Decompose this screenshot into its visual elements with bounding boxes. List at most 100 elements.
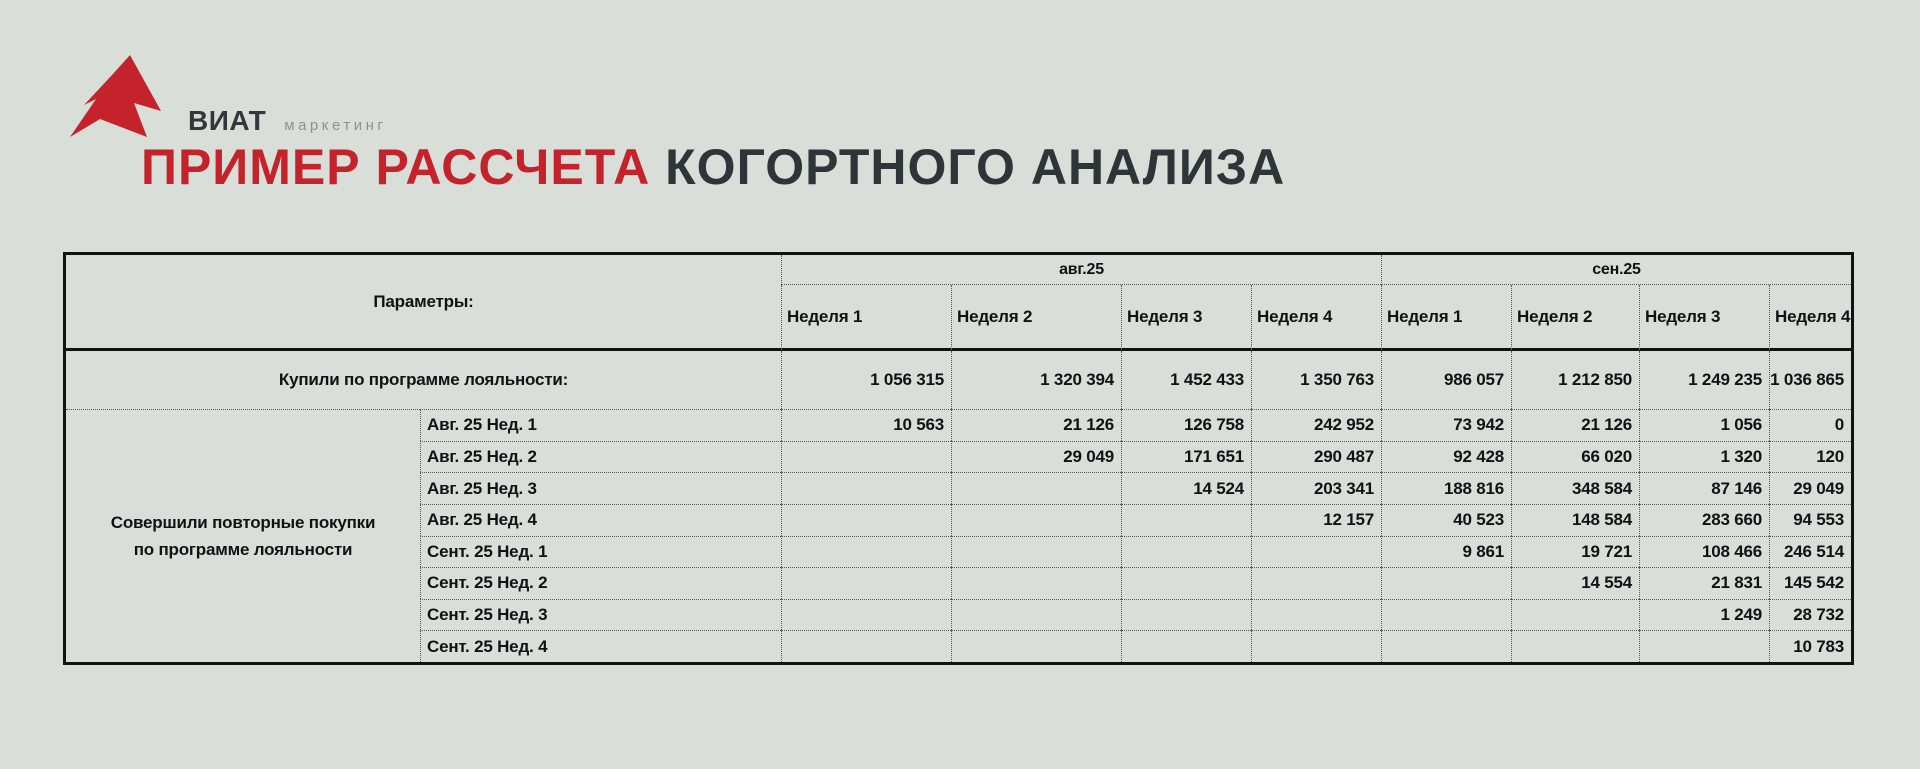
cohort-value <box>951 535 1121 568</box>
cohort-value <box>951 472 1121 504</box>
week-header: Неделя 2 <box>1511 285 1639 351</box>
cohort-value <box>1381 598 1511 631</box>
cohort-value: 10 783 <box>1769 630 1851 662</box>
cohort-value: 10 563 <box>781 409 951 441</box>
cohort-value: 28 732 <box>1769 598 1851 631</box>
cohort-value: 0 <box>1769 409 1851 441</box>
cohort-value: 73 942 <box>1381 409 1511 441</box>
cohort-value: 9 861 <box>1381 535 1511 568</box>
cohort-value: 1 056 <box>1639 409 1769 441</box>
cohort-value: 92 428 <box>1381 440 1511 473</box>
cohort-value: 145 542 <box>1769 567 1851 599</box>
cohort-value: 290 487 <box>1251 440 1381 473</box>
cohort-value: 108 466 <box>1639 535 1769 568</box>
cohort-value <box>1251 630 1381 662</box>
purchases-value: 1 320 394 <box>951 351 1121 409</box>
cohort-value: 188 816 <box>1381 472 1511 504</box>
cohort-value <box>1251 535 1381 568</box>
params-header: Параметры: <box>66 255 781 351</box>
purchases-value: 1 452 433 <box>1121 351 1251 409</box>
page-title-rest: КОГОРТНОГО АНАЛИЗА <box>665 139 1286 195</box>
cohort-value: 12 157 <box>1251 503 1381 536</box>
logo-brand-text: ВИАТ <box>188 105 267 136</box>
cohort-row-label: Авг. 25 Нед. 4 <box>420 503 781 536</box>
cohort-value: 21 831 <box>1639 567 1769 599</box>
repeat-purchases-label: Совершили повторные покупки по программе… <box>66 409 420 662</box>
cohort-value <box>951 630 1121 662</box>
cohort-value <box>781 440 951 473</box>
logo-arrow-icon <box>70 55 161 137</box>
week-header: Неделя 1 <box>1381 285 1511 351</box>
week-header: Неделя 3 <box>1121 285 1251 351</box>
cohort-row-label: Сент. 25 Нед. 3 <box>420 598 781 631</box>
cohort-value: 148 584 <box>1511 503 1639 536</box>
logo: ВИАТ маркетинг <box>68 55 386 137</box>
purchases-value: 1 036 865 <box>1769 351 1851 409</box>
cohort-value: 29 049 <box>1769 472 1851 504</box>
purchases-value: 1 212 850 <box>1511 351 1639 409</box>
cohort-value <box>1511 630 1639 662</box>
cohort-value <box>781 567 951 599</box>
cohort-value: 87 146 <box>1639 472 1769 504</box>
cohort-value <box>1381 630 1511 662</box>
cohort-value <box>951 567 1121 599</box>
cohort-value <box>1121 630 1251 662</box>
cohort-value <box>1121 598 1251 631</box>
cohort-value: 21 126 <box>1511 409 1639 441</box>
cohort-value <box>781 503 951 536</box>
cohort-value: 14 524 <box>1121 472 1251 504</box>
week-header: Неделя 1 <box>781 285 951 351</box>
cohort-row-label: Сент. 25 Нед. 2 <box>420 567 781 599</box>
cohort-value: 19 721 <box>1511 535 1639 568</box>
week-header: Неделя 4 <box>1251 285 1381 351</box>
cohort-value <box>1639 630 1769 662</box>
cohort-value <box>781 535 951 568</box>
cohort-value <box>1121 567 1251 599</box>
purchases-value: 1 249 235 <box>1639 351 1769 409</box>
cohort-value: 348 584 <box>1511 472 1639 504</box>
cohort-value <box>1511 598 1639 631</box>
cohort-value: 66 020 <box>1511 440 1639 473</box>
week-header: Неделя 2 <box>951 285 1121 351</box>
cohort-value: 283 660 <box>1639 503 1769 536</box>
cohort-row-label: Сент. 25 Нед. 4 <box>420 630 781 662</box>
cohort-value <box>781 472 951 504</box>
month-header-sep25: сен.25 <box>1381 255 1851 285</box>
cohort-value: 94 553 <box>1769 503 1851 536</box>
purchases-value: 986 057 <box>1381 351 1511 409</box>
purchases-value: 1 056 315 <box>781 351 951 409</box>
page-title-highlight: ПРИМЕР РАССЧЕТА <box>141 139 651 195</box>
week-header: Неделя 4 <box>1769 285 1851 351</box>
month-header-aug25: авг.25 <box>781 255 1381 285</box>
cohort-row-label: Авг. 25 Нед. 3 <box>420 472 781 504</box>
cohort-value: 1 249 <box>1639 598 1769 631</box>
cohort-value <box>951 598 1121 631</box>
purchases-row-label: Купили по программе лояльности: <box>278 370 569 389</box>
cohort-row-label: Сент. 25 Нед. 1 <box>420 535 781 568</box>
cohort-value <box>951 503 1121 536</box>
cohort-value: 126 758 <box>1121 409 1251 441</box>
purchases-value: 1 350 763 <box>1251 351 1381 409</box>
cohort-value <box>781 598 951 631</box>
cohort-value: 29 049 <box>951 440 1121 473</box>
cohort-row-label: Авг. 25 Нед. 2 <box>420 440 781 473</box>
cohort-value <box>1121 503 1251 536</box>
cohort-row-label: Авг. 25 Нед. 1 <box>420 409 781 441</box>
cohort-value <box>1121 535 1251 568</box>
cohort-table: Параметры: авг.25 сен.25 Купили по прогр… <box>63 252 1854 665</box>
cohort-value: 171 651 <box>1121 440 1251 473</box>
cohort-value <box>1381 567 1511 599</box>
cohort-value: 1 320 <box>1639 440 1769 473</box>
week-header: Неделя 3 <box>1639 285 1769 351</box>
cohort-value: 242 952 <box>1251 409 1381 441</box>
cohort-value: 40 523 <box>1381 503 1511 536</box>
cohort-value: 246 514 <box>1769 535 1851 568</box>
cohort-value: 203 341 <box>1251 472 1381 504</box>
cohort-value <box>781 630 951 662</box>
cohort-value: 120 <box>1769 440 1851 473</box>
cohort-value: 14 554 <box>1511 567 1639 599</box>
cohort-value <box>1251 598 1381 631</box>
cohort-value <box>1251 567 1381 599</box>
logo-suffix-text: маркетинг <box>284 117 387 134</box>
cohort-value: 21 126 <box>951 409 1121 441</box>
